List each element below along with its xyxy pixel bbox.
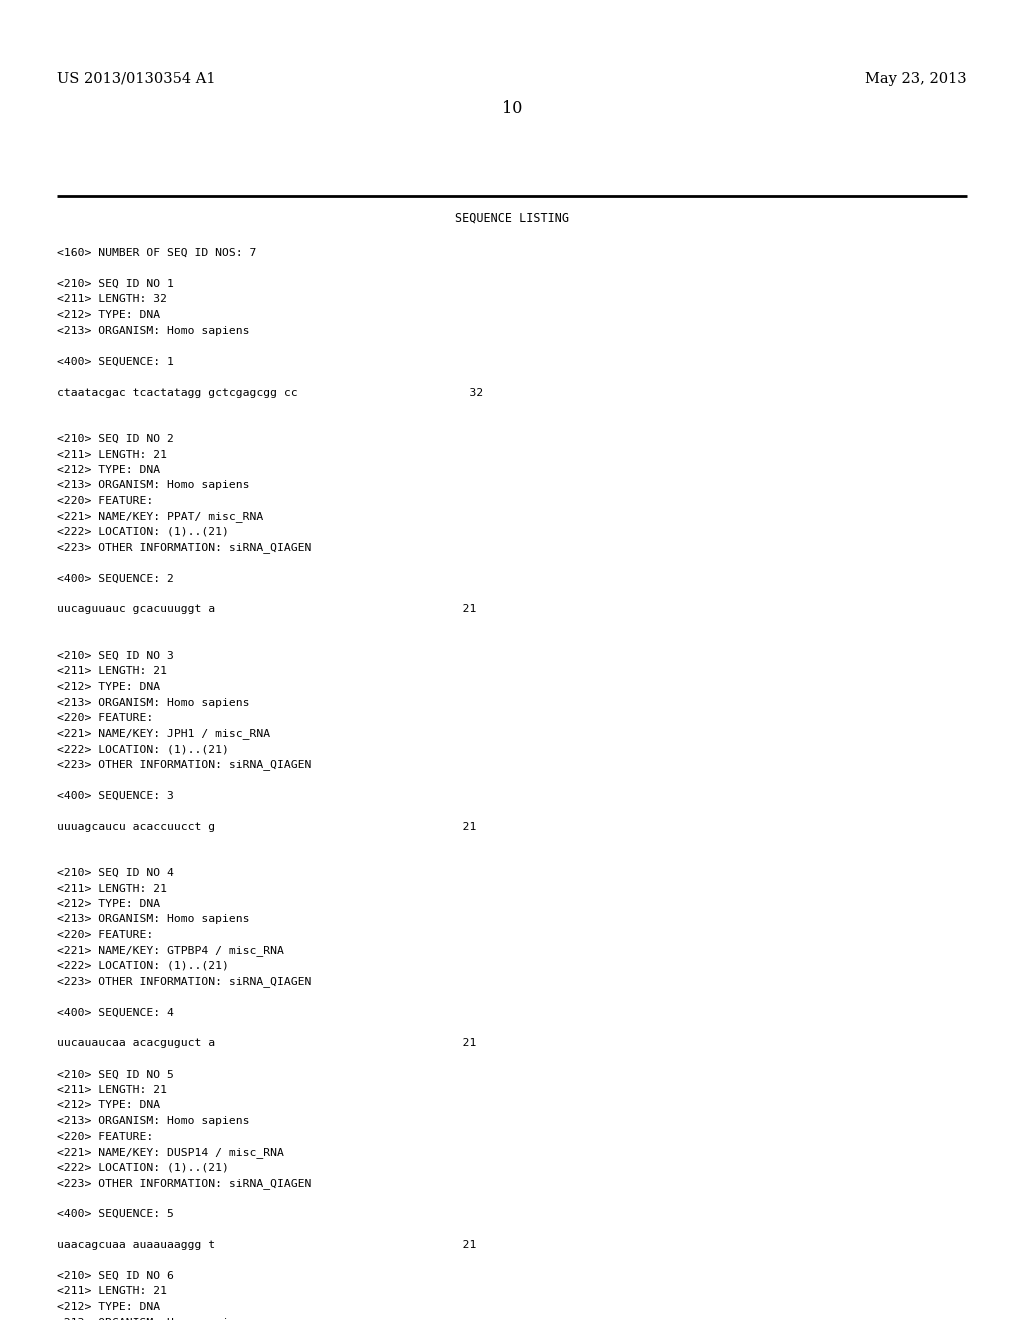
Text: <223> OTHER INFORMATION: siRNA_QIAGEN: <223> OTHER INFORMATION: siRNA_QIAGEN	[57, 1177, 311, 1189]
Text: <213> ORGANISM: Homo sapiens: <213> ORGANISM: Homo sapiens	[57, 1317, 250, 1320]
Text: <221> NAME/KEY: GTPBP4 / misc_RNA: <221> NAME/KEY: GTPBP4 / misc_RNA	[57, 945, 284, 957]
Text: uucauaucaa acacguguct a                                    21: uucauaucaa acacguguct a 21	[57, 1039, 476, 1048]
Text: <223> OTHER INFORMATION: siRNA_QIAGEN: <223> OTHER INFORMATION: siRNA_QIAGEN	[57, 543, 311, 553]
Text: <223> OTHER INFORMATION: siRNA_QIAGEN: <223> OTHER INFORMATION: siRNA_QIAGEN	[57, 977, 311, 987]
Text: <211> LENGTH: 32: <211> LENGTH: 32	[57, 294, 167, 305]
Text: <221> NAME/KEY: JPH1 / misc_RNA: <221> NAME/KEY: JPH1 / misc_RNA	[57, 729, 270, 739]
Text: <210> SEQ ID NO 1: <210> SEQ ID NO 1	[57, 279, 174, 289]
Text: <211> LENGTH: 21: <211> LENGTH: 21	[57, 883, 167, 894]
Text: <220> FEATURE:: <220> FEATURE:	[57, 496, 154, 506]
Text: <210> SEQ ID NO 4: <210> SEQ ID NO 4	[57, 869, 174, 878]
Text: ctaatacgac tcactatagg gctcgagcgg cc                         32: ctaatacgac tcactatagg gctcgagcgg cc 32	[57, 388, 483, 397]
Text: <213> ORGANISM: Homo sapiens: <213> ORGANISM: Homo sapiens	[57, 480, 250, 491]
Text: <212> TYPE: DNA: <212> TYPE: DNA	[57, 465, 160, 475]
Text: <210> SEQ ID NO 3: <210> SEQ ID NO 3	[57, 651, 174, 661]
Text: <211> LENGTH: 21: <211> LENGTH: 21	[57, 667, 167, 676]
Text: <222> LOCATION: (1)..(21): <222> LOCATION: (1)..(21)	[57, 1163, 229, 1172]
Text: <211> LENGTH: 21: <211> LENGTH: 21	[57, 450, 167, 459]
Text: 10: 10	[502, 100, 522, 117]
Text: <220> FEATURE:: <220> FEATURE:	[57, 713, 154, 723]
Text: <212> TYPE: DNA: <212> TYPE: DNA	[57, 1302, 160, 1312]
Text: <213> ORGANISM: Homo sapiens: <213> ORGANISM: Homo sapiens	[57, 697, 250, 708]
Text: <400> SEQUENCE: 2: <400> SEQUENCE: 2	[57, 573, 174, 583]
Text: <221> NAME/KEY: PPAT/ misc_RNA: <221> NAME/KEY: PPAT/ misc_RNA	[57, 511, 263, 523]
Text: <210> SEQ ID NO 5: <210> SEQ ID NO 5	[57, 1069, 174, 1080]
Text: <220> FEATURE:: <220> FEATURE:	[57, 931, 154, 940]
Text: US 2013/0130354 A1: US 2013/0130354 A1	[57, 73, 215, 86]
Text: <212> TYPE: DNA: <212> TYPE: DNA	[57, 310, 160, 319]
Text: <222> LOCATION: (1)..(21): <222> LOCATION: (1)..(21)	[57, 961, 229, 972]
Text: <210> SEQ ID NO 6: <210> SEQ ID NO 6	[57, 1271, 174, 1280]
Text: <211> LENGTH: 21: <211> LENGTH: 21	[57, 1085, 167, 1096]
Text: <210> SEQ ID NO 2: <210> SEQ ID NO 2	[57, 434, 174, 444]
Text: <211> LENGTH: 21: <211> LENGTH: 21	[57, 1287, 167, 1296]
Text: <400> SEQUENCE: 4: <400> SEQUENCE: 4	[57, 1007, 174, 1018]
Text: uaacagcuaa auaauaaggg t                                    21: uaacagcuaa auaauaaggg t 21	[57, 1239, 476, 1250]
Text: <400> SEQUENCE: 5: <400> SEQUENCE: 5	[57, 1209, 174, 1218]
Text: <212> TYPE: DNA: <212> TYPE: DNA	[57, 1101, 160, 1110]
Text: <221> NAME/KEY: DUSP14 / misc_RNA: <221> NAME/KEY: DUSP14 / misc_RNA	[57, 1147, 284, 1158]
Text: <220> FEATURE:: <220> FEATURE:	[57, 1131, 154, 1142]
Text: <213> ORGANISM: Homo sapiens: <213> ORGANISM: Homo sapiens	[57, 1115, 250, 1126]
Text: <222> LOCATION: (1)..(21): <222> LOCATION: (1)..(21)	[57, 527, 229, 537]
Text: <400> SEQUENCE: 3: <400> SEQUENCE: 3	[57, 791, 174, 800]
Text: <212> TYPE: DNA: <212> TYPE: DNA	[57, 682, 160, 692]
Text: <400> SEQUENCE: 1: <400> SEQUENCE: 1	[57, 356, 174, 367]
Text: SEQUENCE LISTING: SEQUENCE LISTING	[455, 213, 569, 224]
Text: <160> NUMBER OF SEQ ID NOS: 7: <160> NUMBER OF SEQ ID NOS: 7	[57, 248, 256, 257]
Text: <223> OTHER INFORMATION: siRNA_QIAGEN: <223> OTHER INFORMATION: siRNA_QIAGEN	[57, 759, 311, 771]
Text: May 23, 2013: May 23, 2013	[865, 73, 967, 86]
Text: uuuagcaucu acaccuucct g                                    21: uuuagcaucu acaccuucct g 21	[57, 821, 476, 832]
Text: <213> ORGANISM: Homo sapiens: <213> ORGANISM: Homo sapiens	[57, 326, 250, 335]
Text: <213> ORGANISM: Homo sapiens: <213> ORGANISM: Homo sapiens	[57, 915, 250, 924]
Text: <222> LOCATION: (1)..(21): <222> LOCATION: (1)..(21)	[57, 744, 229, 754]
Text: uucaguuauc gcacuuuggt a                                    21: uucaguuauc gcacuuuggt a 21	[57, 605, 476, 615]
Text: <212> TYPE: DNA: <212> TYPE: DNA	[57, 899, 160, 909]
